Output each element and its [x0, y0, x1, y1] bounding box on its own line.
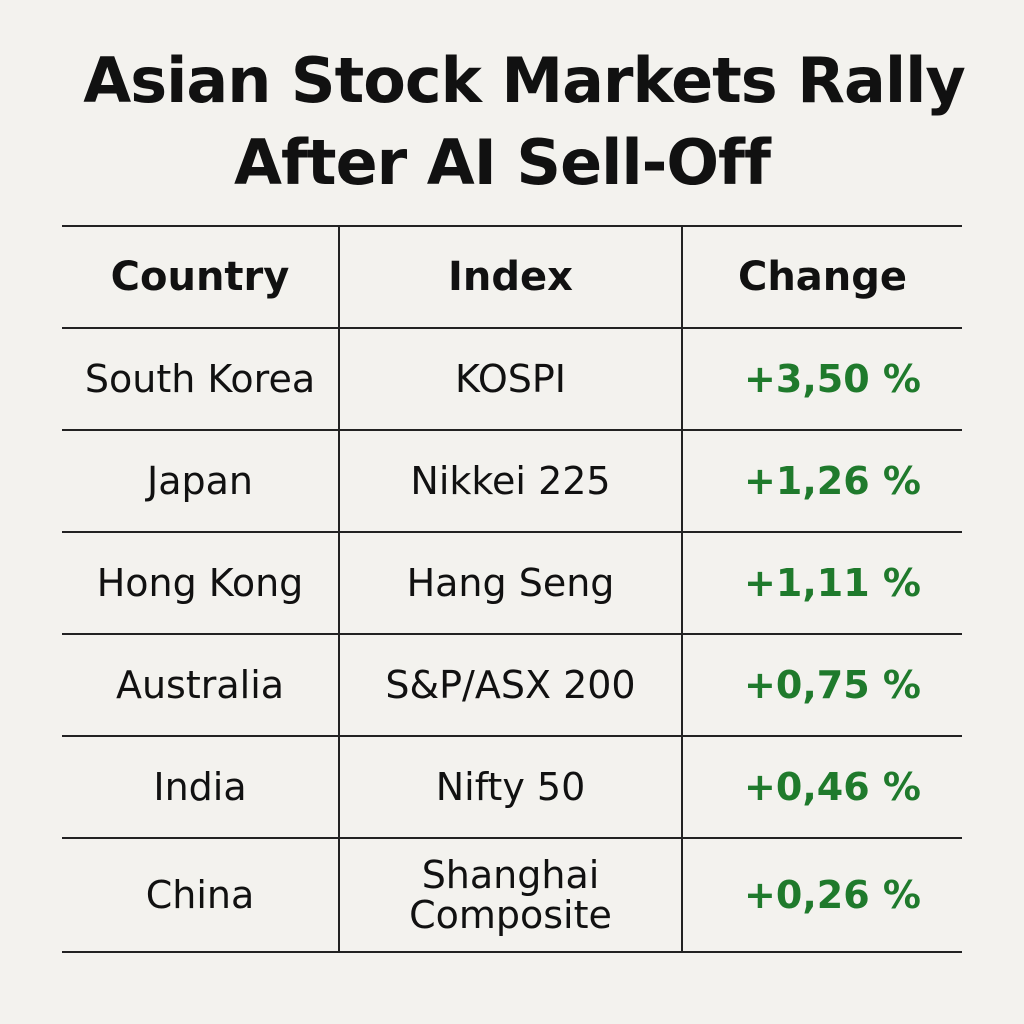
index-name: KOSPI [455, 357, 566, 401]
table-row: India Nifty 50 +0,46 % [62, 735, 962, 839]
index-name-line-2: Composite [409, 893, 612, 937]
column-header-country: Country [62, 225, 340, 329]
change-cell: +0,75 % [681, 633, 962, 737]
column-header-change: Change [681, 225, 962, 329]
country-cell: South Korea [62, 327, 340, 431]
table-row: Hong Kong Hang Seng +1,11 % [62, 531, 962, 635]
index-cell: KOSPI [338, 327, 683, 431]
country-cell: Japan [62, 429, 340, 533]
country-cell: China [62, 837, 340, 953]
index-cell: Hang Seng [338, 531, 683, 635]
table-row: Japan Nikkei 225 +1,26 % [62, 429, 962, 533]
table-row: Australia S&P/ASX 200 +0,75 % [62, 633, 962, 737]
column-header-index: Index [338, 225, 683, 329]
index-name: S&P/ASX 200 [385, 663, 636, 707]
index-cell: Nifty 50 [338, 735, 683, 839]
change-cell: +3,50 % [681, 327, 962, 431]
change-cell: +0,46 % [681, 735, 962, 839]
index-cell: S&P/ASX 200 [338, 633, 683, 737]
index-name: Nifty 50 [435, 765, 586, 809]
chart-title-line-2: After AI Sell-Off [233, 126, 771, 199]
index-name: Nikkei 225 [410, 459, 611, 503]
change-cell: +0,26 % [681, 837, 962, 953]
table-header-row: Country Index Change [62, 225, 962, 329]
index-name: Shanghai [421, 853, 600, 897]
index-name: Hang Seng [406, 561, 615, 605]
change-cell: +1,11 % [681, 531, 962, 635]
market-change-table: Country Index Change South Korea KOSPI +… [62, 225, 962, 953]
index-cell: Shanghai Composite [338, 837, 683, 953]
change-cell: +1,26 % [681, 429, 962, 533]
country-cell: Australia [62, 633, 340, 737]
table-row: China Shanghai Composite +0,26 % [62, 837, 962, 953]
chart-title-line-1: Asian Stock Markets Rally [83, 44, 966, 117]
index-cell: Nikkei 225 [338, 429, 683, 533]
country-cell: Hong Kong [62, 531, 340, 635]
chart-title: Asian Stock Markets Rally After AI Sell-… [0, 40, 1024, 204]
country-cell: India [62, 735, 340, 839]
table-row: South Korea KOSPI +3,50 % [62, 327, 962, 431]
